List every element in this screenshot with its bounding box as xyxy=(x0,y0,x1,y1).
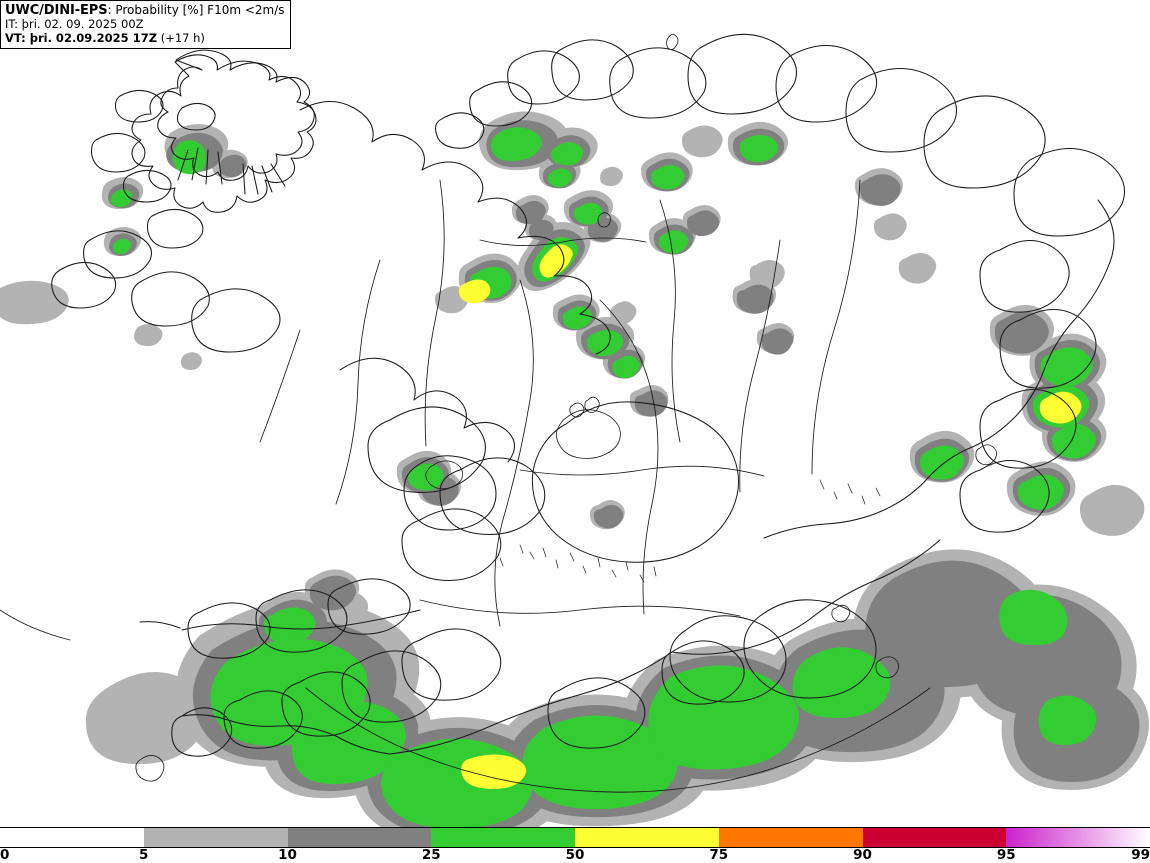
color-scale-legend[interactable]: 0 5 10 25 50 75 90 95 99 xyxy=(0,827,1150,863)
legend-band-0-5[interactable] xyxy=(0,828,144,847)
legend-tick-50: 50 xyxy=(565,847,585,863)
legend-tick-labels: 0 5 10 25 50 75 90 95 99 xyxy=(0,847,1150,863)
lead-time-text: (+17 h) xyxy=(160,30,205,45)
valid-time-value: VT: þri. 02.09.2025 17Z xyxy=(5,30,158,45)
legend-tick-99: 99 xyxy=(1131,847,1150,863)
legend-band-10-25[interactable] xyxy=(287,828,432,847)
legend-tick-25: 25 xyxy=(421,847,441,863)
info-line-model: UWC/DINI-EPS: Probability [%] F10m <2m/s xyxy=(5,3,285,18)
info-line-valid-time: VT: þri. 02.09.2025 17Z (+17 h) xyxy=(5,30,285,46)
parameter-label: : Probability [%] F10m <2m/s xyxy=(107,3,285,17)
info-line-init-time: IT: þri. 02. 09. 2025 00Z xyxy=(5,17,144,32)
legend-band-90-95[interactable] xyxy=(862,828,1007,847)
prob-band-25 xyxy=(111,127,1097,827)
legend-band-95-99[interactable] xyxy=(1006,828,1150,847)
legend-band-25-50[interactable] xyxy=(431,828,575,847)
coastline-layer xyxy=(0,33,1126,793)
legend-tick-5: 5 xyxy=(139,847,149,863)
legend-tick-90: 90 xyxy=(853,847,872,863)
legend-band-75-90[interactable] xyxy=(718,828,863,847)
legend-tick-0: 0 xyxy=(0,847,10,863)
legend-tick-95: 95 xyxy=(996,847,1016,863)
legend-tick-10: 10 xyxy=(278,847,297,863)
legend-band-5-10[interactable] xyxy=(143,828,288,847)
map-canvas[interactable] xyxy=(0,0,1150,827)
model-name: UWC/DINI-EPS xyxy=(5,3,108,18)
map-info-box: UWC/DINI-EPS: Probability [%] F10m <2m/s… xyxy=(0,0,291,50)
legend-color-bar[interactable] xyxy=(0,827,1150,848)
legend-tick-75: 75 xyxy=(709,847,729,863)
probability-map[interactable]: UWC/DINI-EPS: Probability [%] F10m <2m/s… xyxy=(0,0,1150,827)
probability-field xyxy=(0,111,1149,827)
prob-band-50 xyxy=(458,244,1082,789)
legend-band-50-75[interactable] xyxy=(575,828,719,847)
